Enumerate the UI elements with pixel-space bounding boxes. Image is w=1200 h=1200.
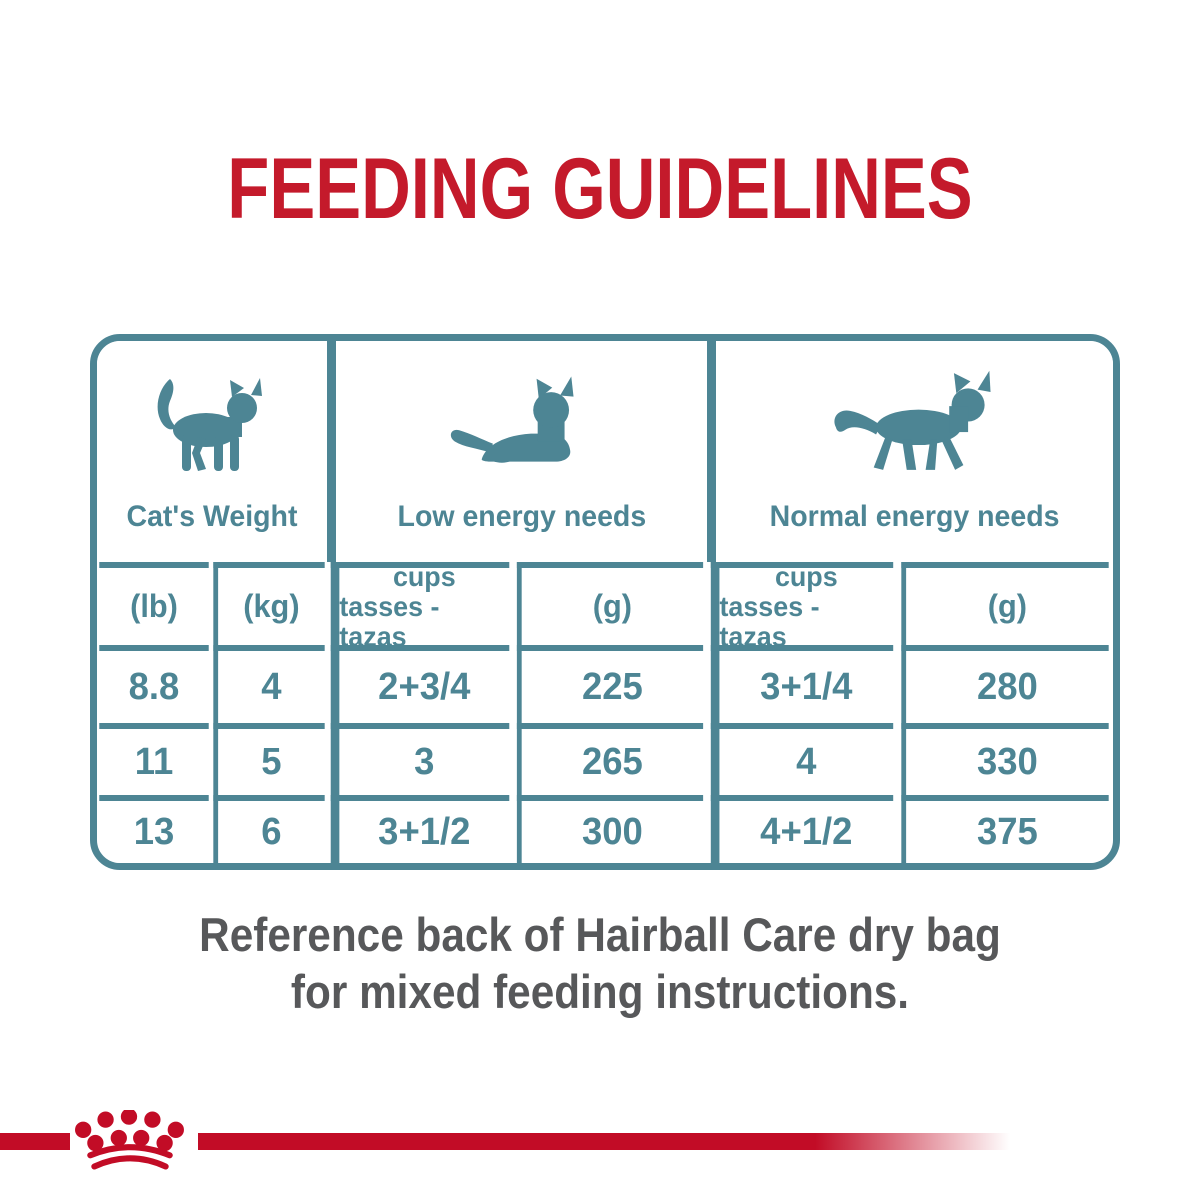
subheader-cups-normal: cups tasses - tazas bbox=[710, 560, 894, 651]
unit-label: cups bbox=[392, 560, 456, 592]
subheader-cups-low: cups tasses - tazas bbox=[330, 560, 510, 651]
unit-label: tasses - tazas bbox=[719, 590, 820, 652]
feeding-guidelines-table: Cat's Weight Low energy needs bbox=[90, 334, 1120, 870]
table-cell: 3+1/4 bbox=[710, 645, 894, 723]
table-cell: 330 bbox=[901, 723, 1109, 795]
unit-label: (lb) bbox=[130, 588, 178, 624]
table-cell: 4 bbox=[710, 723, 894, 795]
table-cell: 11 bbox=[99, 723, 209, 795]
table-cell: 2+3/4 bbox=[330, 645, 510, 723]
table-cell: 265 bbox=[516, 723, 704, 795]
table-cell: 6 bbox=[213, 795, 325, 863]
standing-cat-icon bbox=[152, 366, 272, 484]
table-cell: 4+1/2 bbox=[710, 795, 894, 863]
header-label: Low energy needs bbox=[397, 500, 646, 533]
unit-label: (g) bbox=[592, 588, 633, 624]
table-cell: 300 bbox=[516, 795, 704, 863]
header-cats-weight: Cat's Weight bbox=[97, 341, 327, 562]
table-cell: 4 bbox=[213, 645, 325, 723]
brand-band-left bbox=[0, 1133, 70, 1150]
unit-label: (g) bbox=[987, 588, 1028, 624]
table-cell: 8.8 bbox=[99, 645, 209, 723]
header-normal-energy: Normal energy needs bbox=[707, 341, 1113, 562]
subheader-grams-normal: (g) bbox=[901, 562, 1109, 645]
unit-label: tasses - tazas bbox=[339, 590, 440, 652]
unit-label: (kg) bbox=[243, 588, 300, 624]
header-label: Normal energy needs bbox=[769, 500, 1060, 533]
table-cell: 3 bbox=[330, 723, 510, 795]
walking-cat-icon bbox=[826, 366, 1004, 484]
feeding-table-grid: Cat's Weight Low energy needs bbox=[97, 341, 1113, 863]
royal-canin-crown-icon bbox=[74, 1108, 186, 1170]
reference-note: Reference back of Hairball Care dry bag … bbox=[60, 906, 1140, 1020]
subheader-kg: (kg) bbox=[213, 562, 325, 645]
table-cell: 3+1/2 bbox=[330, 795, 510, 863]
reference-note-line1: Reference back of Hairball Care dry bag bbox=[199, 908, 1001, 961]
unit-label: cups bbox=[774, 560, 838, 592]
table-cell: 225 bbox=[516, 645, 704, 723]
lying-cat-icon bbox=[443, 372, 601, 484]
brand-band-right bbox=[198, 1133, 1010, 1150]
table-cell: 5 bbox=[213, 723, 325, 795]
reference-note-line2: for mixed feeding instructions. bbox=[290, 965, 910, 1018]
subheader-lb: (lb) bbox=[99, 562, 209, 645]
table-cell: 13 bbox=[99, 795, 209, 863]
subheader-grams-low: (g) bbox=[516, 562, 704, 645]
header-low-energy: Low energy needs bbox=[327, 341, 707, 562]
header-label: Cat's Weight bbox=[126, 500, 298, 533]
page-title: FEEDING GUIDELINES bbox=[227, 141, 973, 237]
table-cell: 280 bbox=[901, 645, 1109, 723]
table-cell: 375 bbox=[901, 795, 1109, 863]
